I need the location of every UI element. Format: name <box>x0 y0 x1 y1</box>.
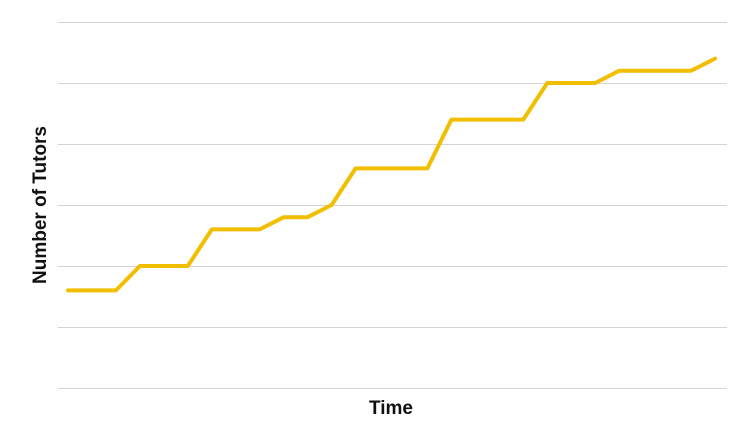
x-axis-title: Time <box>369 398 413 419</box>
series-line-1 <box>66 56 717 293</box>
y-axis-title: Number of Tutors <box>30 126 51 284</box>
gridlines <box>58 22 727 389</box>
series-layer <box>66 56 717 293</box>
